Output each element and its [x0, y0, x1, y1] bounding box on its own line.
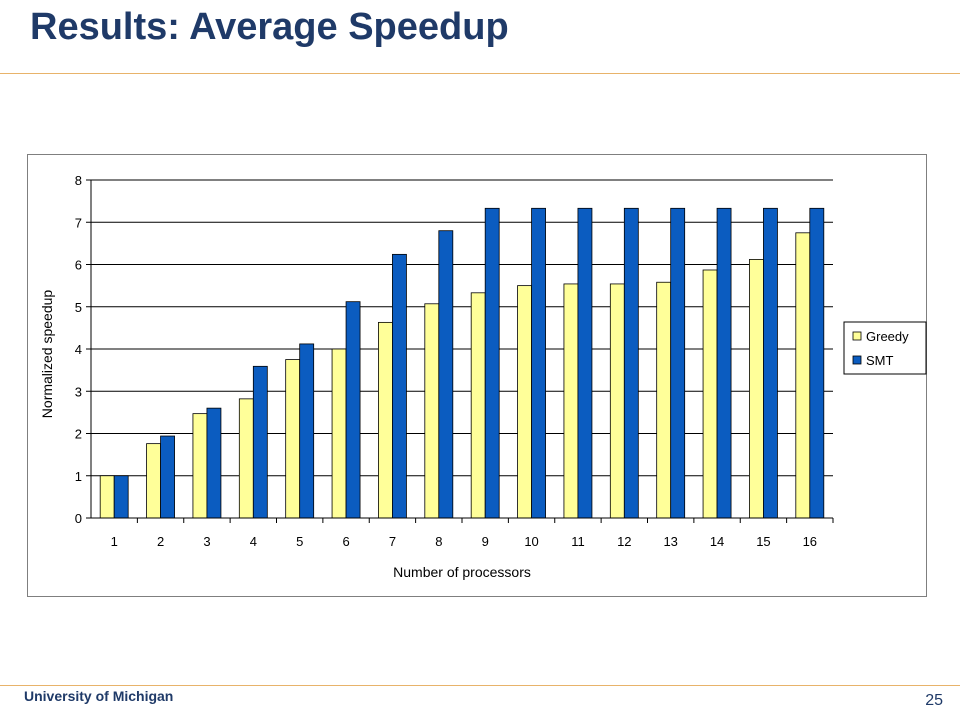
bar-greedy-13: [656, 281, 672, 519]
legend-box: [843, 321, 927, 375]
bar-smt-5: [299, 343, 315, 519]
y-tick-label: 4: [75, 342, 82, 357]
bar-smt-12: [623, 207, 639, 519]
footer-organization: University of Michigan: [24, 688, 174, 704]
bar-smt-15: [763, 207, 778, 519]
bar-greedy-3: [192, 413, 208, 519]
bar-smt-8: [438, 230, 454, 519]
x-tick-label: 14: [710, 534, 724, 549]
bar-smt-10: [531, 207, 546, 519]
chart-legend: Greedy SMT: [843, 321, 927, 375]
x-tick-label: 7: [389, 534, 396, 549]
x-axis-label: Number of processors: [393, 564, 531, 580]
x-tick-label: 2: [157, 534, 164, 549]
x-tick-label: 16: [803, 534, 817, 549]
x-tick-label: 1: [111, 534, 118, 549]
x-tick-label: 12: [617, 534, 631, 549]
page-number: 25: [925, 692, 943, 709]
x-tick-label: 5: [296, 534, 303, 549]
x-tick-label: 11: [571, 534, 585, 549]
y-tick-label: 0: [75, 511, 82, 526]
bar-smt-9: [484, 207, 500, 519]
bar-smt-7: [392, 253, 407, 519]
x-tick-label: 10: [524, 534, 538, 549]
bar-greedy-12: [609, 283, 625, 519]
x-tick-label: 3: [203, 534, 210, 549]
footer-divider: [0, 685, 960, 686]
bar-smt-3: [206, 407, 222, 519]
y-tick-label: 3: [75, 384, 82, 399]
x-tick-label: 13: [663, 534, 677, 549]
bar-greedy-4: [238, 398, 254, 519]
bar-greedy-1: [99, 475, 115, 519]
y-tick-label: 1: [75, 469, 82, 484]
bar-greedy-7: [378, 321, 393, 519]
bar-smt-14: [716, 207, 732, 519]
y-tick-label: 5: [75, 300, 82, 315]
title-divider: [0, 73, 960, 74]
x-tick-label: 4: [250, 534, 257, 549]
x-tick-label: 9: [482, 534, 489, 549]
y-tick-label: 2: [75, 427, 82, 442]
bar-greedy-9: [470, 292, 486, 519]
x-tick-label: 8: [435, 534, 442, 549]
chart-frame: 0 1 2 3 4 5 6 7 8 1 2 3 4 5 6 7 8 9 10 11 12 13 14 15 16 Normali…: [27, 154, 927, 597]
bar-greedy-5: [285, 359, 301, 519]
legend-swatch-smt: [852, 355, 862, 365]
bar-smt-13: [670, 207, 686, 519]
bar-smt-16: [809, 207, 825, 519]
legend-label-smt: SMT: [866, 353, 894, 368]
bar-greedy-11: [563, 283, 579, 519]
y-tick-label: 7: [75, 215, 82, 230]
y-axis-label: Normalized speedup: [39, 290, 55, 419]
legend-label-greedy: Greedy: [866, 329, 909, 344]
y-tick-label: 6: [75, 258, 82, 273]
bar-greedy-2: [146, 443, 161, 519]
bar-greedy-8: [424, 303, 440, 519]
bar-greedy-16: [795, 232, 811, 519]
bar-greedy-10: [517, 285, 532, 519]
bar-smt-2: [160, 435, 175, 519]
bar-smt-4: [252, 365, 268, 519]
x-tick-label: 6: [342, 534, 349, 549]
y-tick-label: 8: [75, 173, 82, 188]
bars: [99, 207, 825, 519]
bar-smt-6: [345, 301, 361, 519]
bar-greedy-6: [331, 348, 347, 519]
bar-greedy-14: [702, 269, 718, 519]
legend-swatch-greedy: [852, 331, 862, 341]
bar-smt-11: [577, 207, 593, 519]
bar-smt-1: [113, 475, 129, 519]
slide-title: Results: Average Speedup: [30, 6, 509, 48]
bar-greedy-15: [749, 259, 764, 519]
x-tick-label: 15: [756, 534, 770, 549]
